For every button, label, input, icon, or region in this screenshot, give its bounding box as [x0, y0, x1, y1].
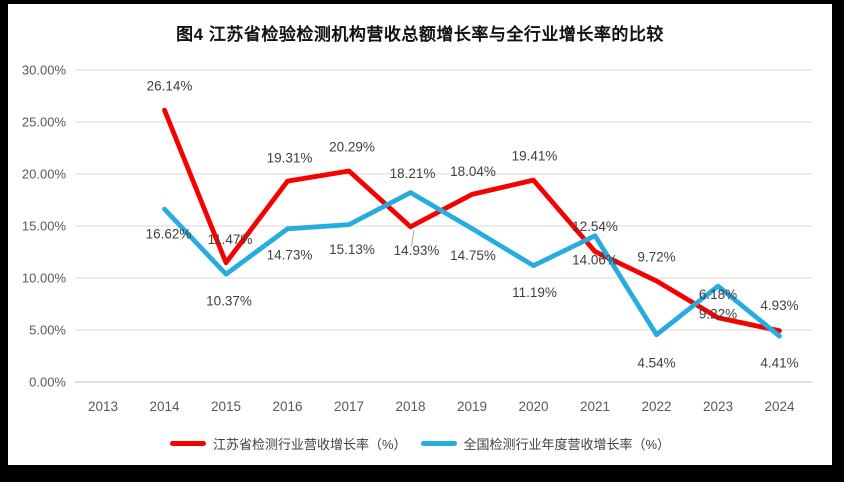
- series-line-national: [162, 190, 782, 339]
- line-chart-plot: 0.00% 5.00% 10.00% 15.00% 20.00% 25.00% 30.00%…: [22, 63, 812, 414]
- x-tick-label: 2021: [580, 399, 610, 414]
- data-label: 18.21%: [390, 166, 436, 181]
- data-label: 14.75%: [450, 248, 496, 263]
- data-label: 26.14%: [147, 79, 193, 94]
- y-tick-label: 5.00%: [29, 323, 66, 338]
- x-tick-label: 2013: [88, 399, 118, 414]
- data-label: 11.19%: [512, 285, 557, 300]
- data-label: 14.73%: [267, 247, 313, 262]
- x-tick-label: 2022: [641, 399, 671, 414]
- data-label: 19.41%: [512, 149, 558, 164]
- chart-title: 图4 江苏省检验检测机构营收总额增长率与全行业增长率的比较: [176, 25, 664, 44]
- legend-label-national: 全国检测行业年度营收增长率（%）: [463, 437, 671, 452]
- x-tick-label: 2020: [518, 399, 548, 414]
- y-tick-label: 20.00%: [22, 167, 67, 182]
- data-label: 11.47%: [208, 232, 253, 247]
- x-tick-label: 2023: [703, 399, 733, 414]
- data-label: 4.54%: [637, 355, 675, 370]
- y-tick-label: 0.00%: [29, 375, 66, 390]
- legend-swatch-jiangsu-icon: [169, 441, 206, 446]
- data-label: 4.93%: [760, 298, 798, 313]
- data-label: 16.62%: [146, 227, 192, 242]
- data-label: 15.13%: [329, 242, 375, 257]
- y-tick-label: 30.00%: [22, 63, 67, 78]
- data-label: 4.41%: [760, 356, 798, 371]
- legend-item-national: 全国检测行业年度营收增长率（%）: [420, 434, 671, 453]
- y-tick-label: 25.00%: [22, 115, 67, 130]
- label-leader-line: [411, 229, 415, 247]
- y-tick-label: 15.00%: [22, 219, 67, 234]
- chart-legend: 江苏省检测行业营收增长率（%） 全国检测行业年度营收增长率（%）: [8, 434, 832, 453]
- x-tick-label: 2017: [334, 399, 364, 414]
- data-label: 14.93%: [394, 243, 440, 258]
- x-tick-label: 2014: [149, 399, 180, 414]
- data-label: 6.18%: [699, 287, 737, 302]
- x-tick-label: 2015: [211, 399, 241, 414]
- series-line-jiangsu: [162, 107, 782, 334]
- data-label: 20.29%: [329, 139, 375, 154]
- data-label: 10.37%: [206, 294, 252, 309]
- data-label: 19.31%: [267, 151, 313, 166]
- y-tick-label: 10.00%: [22, 271, 67, 286]
- x-tick-label: 2019: [457, 399, 487, 414]
- data-label: 18.04%: [450, 164, 496, 179]
- data-label: 12.54%: [572, 219, 618, 234]
- x-tick-label: 2024: [764, 399, 795, 414]
- data-label: 9.72%: [637, 249, 675, 264]
- x-tick-label: 2018: [395, 399, 425, 414]
- legend-label-jiangsu: 江苏省检测行业营收增长率（%）: [212, 437, 407, 452]
- x-tick-label: 2016: [272, 399, 302, 414]
- legend-item-jiangsu: 江苏省检测行业营收增长率（%）: [169, 434, 407, 453]
- chart-canvas: 图4 江苏省检验检测机构营收总额增长率与全行业增长率的比较 0.00% 5.00%…: [8, 4, 832, 465]
- legend-swatch-national-icon: [420, 441, 457, 446]
- data-label: 9.22%: [699, 307, 737, 322]
- data-label: 14.06%: [572, 252, 618, 267]
